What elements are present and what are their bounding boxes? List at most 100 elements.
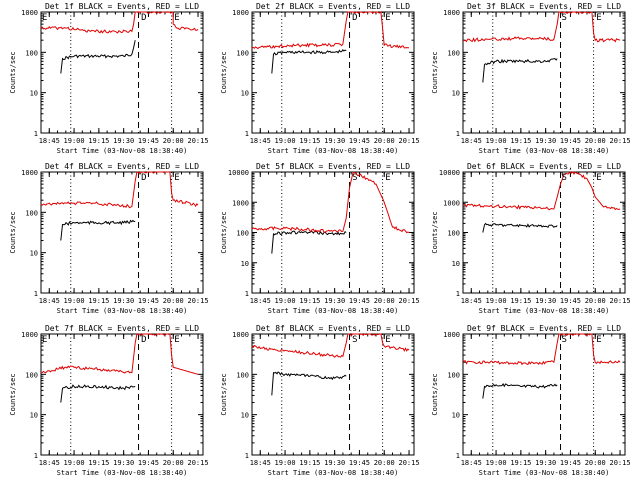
x-tick-label: 18:45: [250, 137, 271, 145]
event-marker-S: S: [352, 173, 357, 183]
x-tick-label: 19:45: [138, 137, 159, 145]
x-tick-label: 20:15: [399, 459, 420, 467]
y-tick-label: 100: [25, 371, 38, 379]
x-tick-label: 19:15: [299, 137, 320, 145]
y-tick-label: 1000: [21, 331, 38, 339]
y-tick-label: 10: [30, 90, 38, 98]
x-tick-label: 19:15: [299, 459, 320, 467]
y-tick-label: 1000: [232, 331, 249, 339]
event-marker-E: E: [174, 13, 179, 23]
plot-frame: [40, 171, 204, 294]
y-axis-label: Counts/sec: [220, 51, 228, 93]
x-tick-label: 19:00: [486, 297, 507, 305]
y-tick-label: 1000: [232, 9, 249, 17]
x-tick-label: 19:00: [64, 459, 85, 467]
events-series-line: [271, 230, 347, 254]
y-tick-label: 100: [25, 209, 38, 217]
x-tick-label: 18:45: [39, 137, 60, 145]
y-tick-label: 1: [245, 452, 249, 460]
y-tick-label: 100: [236, 49, 249, 57]
panel-title: Det 7f BLACK = Events, RED = LLD: [45, 324, 199, 333]
y-tick-label: 100: [447, 230, 460, 238]
y-tick-label: 10: [241, 90, 249, 98]
event-marker-S: S: [562, 173, 567, 183]
y-tick-label: 100: [236, 230, 249, 238]
event-marker-E: E: [596, 13, 601, 23]
y-tick-label: 1: [245, 130, 249, 138]
panel-7: Det 7f BLACK = Events, RED = LLD 1 10 100 10…: [9, 324, 209, 477]
x-tick-label: 18:45: [461, 137, 482, 145]
y-tick-label: 10: [452, 260, 460, 268]
y-axis-label: Counts/sec: [431, 211, 439, 253]
x-tick-label: 19:45: [560, 459, 581, 467]
y-tick-label: 10: [30, 412, 38, 420]
x-tick-label: 19:00: [64, 137, 85, 145]
y-tick-label: 1000: [21, 9, 38, 17]
x-tick-label: 20:00: [163, 459, 184, 467]
panel-9: Det 9f BLACK = Events, RED = LLD 1 10 100 10…: [431, 324, 631, 477]
x-axis-label: Start Time (03-Nov-08 18:38:40): [57, 147, 188, 155]
event-marker-D: D: [352, 13, 357, 23]
y-axis-label: Counts/sec: [220, 373, 228, 415]
y-tick-label: 1: [456, 130, 460, 138]
event-marker-S: S: [352, 335, 357, 345]
plot-frame: [462, 333, 626, 456]
events-series-line: [271, 48, 347, 74]
event-marker-E: E: [596, 173, 601, 183]
plot-frame: [40, 333, 204, 456]
x-tick-label: 20:00: [374, 459, 395, 467]
x-tick-label: 19:45: [349, 297, 370, 305]
lld-series-line: [251, 171, 410, 234]
events-series-line: [271, 371, 347, 396]
x-tick-label: 19:30: [113, 459, 134, 467]
y-tick-label: 10000: [228, 169, 249, 177]
x-tick-label: 19:30: [113, 137, 134, 145]
panel-title: Det 6f BLACK = Events, RED = LLD: [467, 162, 621, 171]
y-axis-label: Counts/sec: [431, 51, 439, 93]
plot-frame: [40, 11, 204, 134]
event-marker-S: S: [562, 13, 567, 23]
x-tick-label: 20:00: [585, 297, 606, 305]
x-axis-label: Start Time (03-Nov-08 18:38:40): [479, 469, 610, 477]
panel-2: Det 2f BLACK = Events, RED = LLD 1 10 100 10…: [220, 2, 420, 155]
y-tick-label: 1000: [443, 199, 460, 207]
plot-frame: [251, 171, 415, 294]
panel-title: Det 3f BLACK = Events, RED = LLD: [467, 2, 621, 11]
x-tick-label: 20:15: [610, 297, 631, 305]
y-tick-label: 1000: [443, 9, 460, 17]
x-tick-label: 19:45: [560, 137, 581, 145]
plot-frame: [251, 11, 415, 134]
x-tick-label: 19:15: [299, 297, 320, 305]
y-tick-label: 1: [456, 290, 460, 298]
lld-series-line: [40, 11, 199, 34]
event-marker-E: E: [174, 335, 179, 345]
event-marker-E: E: [596, 335, 601, 345]
x-tick-label: 19:15: [510, 459, 531, 467]
lld-series-line: [462, 171, 621, 211]
y-tick-label: 10: [452, 412, 460, 420]
y-tick-label: 100: [25, 49, 38, 57]
x-tick-label: 20:00: [163, 297, 184, 305]
event-marker-E: E: [385, 335, 390, 345]
x-tick-label: 19:00: [486, 459, 507, 467]
x-tick-label: 19:00: [275, 459, 296, 467]
plot-frame: [251, 333, 415, 456]
event-marker-E: E: [42, 335, 47, 345]
panel-title: Det 9f BLACK = Events, RED = LLD: [467, 324, 621, 333]
x-tick-label: 19:30: [324, 459, 345, 467]
y-tick-label: 10000: [439, 169, 460, 177]
panel-1: Det 1f BLACK = Events, RED = LLD 1 10 100 10…: [9, 2, 209, 155]
x-tick-label: 19:30: [113, 297, 134, 305]
x-tick-label: 20:00: [163, 137, 184, 145]
panel-3: Det 3f BLACK = Events, RED = LLD 1 10 100 10…: [431, 2, 631, 155]
x-tick-label: 20:00: [585, 137, 606, 145]
x-tick-label: 19:15: [510, 137, 531, 145]
panel-4: Det 4f BLACK = Events, RED = LLD 1 10 100 10…: [9, 162, 209, 315]
x-axis-label: Start Time (03-Nov-08 18:38:40): [268, 147, 399, 155]
y-tick-label: 1: [245, 290, 249, 298]
event-marker-E: E: [174, 173, 179, 183]
y-axis-label: Counts/sec: [9, 51, 17, 93]
y-axis-label: Counts/sec: [9, 373, 17, 415]
x-tick-label: 20:15: [188, 137, 209, 145]
x-tick-label: 20:15: [399, 137, 420, 145]
